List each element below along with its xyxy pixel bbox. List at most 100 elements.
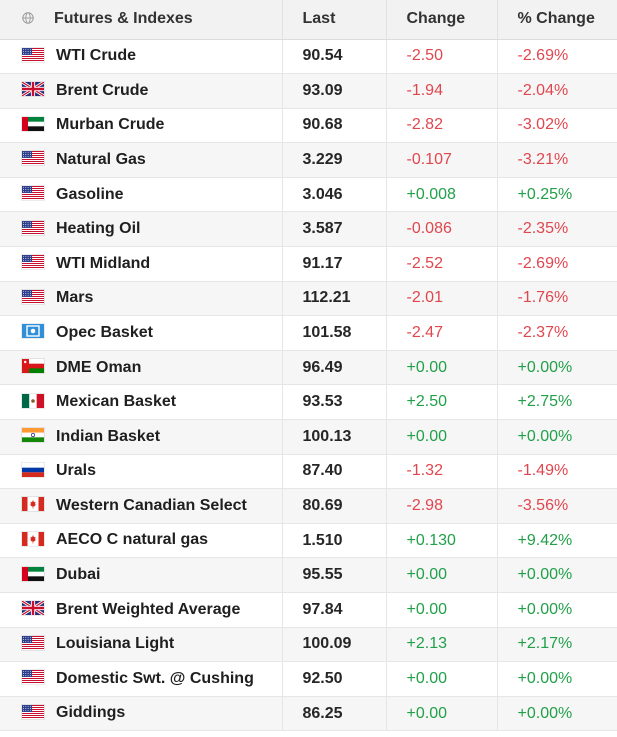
table-row[interactable]: WTI Crude 90.54 -2.50 -2.69% xyxy=(0,39,617,75)
table-row[interactable]: Giddings 86.25 +0.00 +0.00% xyxy=(0,696,617,732)
instrument-name[interactable]: Mexican Basket xyxy=(56,393,177,411)
instrument-name-cell[interactable]: Brent Crude xyxy=(0,73,283,109)
instrument-name[interactable]: Louisiana Light xyxy=(56,635,175,653)
instrument-name-cell[interactable]: Domestic Swt. @ Cushing xyxy=(0,661,283,697)
instrument-name[interactable]: Heating Oil xyxy=(56,220,141,238)
last-price-cell: 101.58 xyxy=(282,315,387,351)
us-flag-icon xyxy=(22,255,44,270)
instrument-name-cell[interactable]: Murban Crude xyxy=(0,108,283,144)
instrument-name-cell[interactable]: WTI Midland xyxy=(0,246,283,282)
instrument-name[interactable]: Dubai xyxy=(56,566,101,584)
table-row[interactable]: WTI Midland 91.17 -2.52 -2.69% xyxy=(0,246,617,282)
pct-change-cell: -1.49% xyxy=(497,454,617,490)
table-row[interactable]: AECO C natural gas 1.510 +0.130 +9.42% xyxy=(0,523,617,559)
change-cell: +0.130 xyxy=(386,523,498,559)
table-row[interactable]: Mexican Basket 93.53 +2.50 +2.75% xyxy=(0,384,617,421)
instrument-name-cell[interactable]: DME Oman xyxy=(0,350,283,386)
table-row[interactable]: Louisiana Light 100.09 +2.13 +2.17% xyxy=(0,627,617,663)
pct-change-cell: +2.17% xyxy=(497,627,617,663)
instrument-name-cell[interactable]: Mars xyxy=(0,281,283,317)
pct-change-cell: -2.69% xyxy=(497,246,617,282)
last-price-cell: 90.54 xyxy=(282,39,387,75)
pct-change-cell: -1.76% xyxy=(497,281,617,317)
table-row[interactable]: Domestic Swt. @ Cushing 92.50 +0.00 +0.0… xyxy=(0,661,617,697)
table-row[interactable]: Dubai 95.55 +0.00 +0.00% xyxy=(0,557,617,593)
pct-change-cell: -3.21% xyxy=(497,142,617,178)
pct-change-cell: +0.00% xyxy=(497,557,617,593)
instrument-name-cell[interactable]: Dubai xyxy=(0,557,283,593)
table-row[interactable]: Brent Crude 93.09 -1.94 -2.04% xyxy=(0,73,617,109)
table-row[interactable]: Opec Basket 101.58 -2.47 -2.37% xyxy=(0,315,617,351)
table-row[interactable]: Natural Gas 3.229 -0.107 -3.21% xyxy=(0,142,617,178)
last-price-cell: 95.55 xyxy=(282,557,387,593)
instrument-name[interactable]: Natural Gas xyxy=(56,150,146,168)
uk-flag-icon xyxy=(22,82,44,97)
instrument-name[interactable]: Murban Crude xyxy=(56,116,165,134)
instrument-name-cell[interactable]: Indian Basket xyxy=(0,419,283,455)
last-price-cell: 97.84 xyxy=(282,592,387,628)
pct-change-cell: +2.75% xyxy=(497,384,617,421)
instrument-name-cell[interactable]: Natural Gas xyxy=(0,142,283,178)
instrument-name[interactable]: Brent Crude xyxy=(56,81,149,99)
header-pct-change[interactable]: % Change xyxy=(497,0,617,40)
instrument-name[interactable]: Brent Weighted Average xyxy=(56,600,241,618)
table-row[interactable]: Brent Weighted Average 97.84 +0.00 +0.00… xyxy=(0,592,617,628)
change-cell: -2.82 xyxy=(386,108,498,144)
canada-flag-icon xyxy=(22,497,44,512)
header-last[interactable]: Last xyxy=(282,0,387,40)
instrument-name-cell[interactable]: Western Canadian Select xyxy=(0,488,283,524)
instrument-name[interactable]: AECO C natural gas xyxy=(56,531,209,549)
instrument-name[interactable]: Opec Basket xyxy=(56,323,153,341)
us-flag-icon xyxy=(22,635,44,650)
table-row[interactable]: Urals 87.40 -1.32 -1.49% xyxy=(0,454,617,490)
table-row[interactable]: Indian Basket 100.13 +0.00 +0.00% xyxy=(0,419,617,455)
instrument-name[interactable]: Mars xyxy=(56,289,94,307)
us-flag-icon xyxy=(22,704,44,719)
table-row[interactable]: Western Canadian Select 80.69 -2.98 -3.5… xyxy=(0,488,617,524)
change-cell: +2.13 xyxy=(386,627,498,663)
table-row[interactable]: Heating Oil 3.587 -0.086 -2.35% xyxy=(0,211,617,248)
instrument-name[interactable]: Gasoline xyxy=(56,185,124,203)
instrument-name-cell[interactable]: Heating Oil xyxy=(0,211,283,248)
instrument-name-cell[interactable]: AECO C natural gas xyxy=(0,523,283,559)
us-flag-icon xyxy=(22,47,44,62)
pct-change-cell: +0.00% xyxy=(497,419,617,455)
change-cell: -1.94 xyxy=(386,73,498,109)
change-cell: -2.47 xyxy=(386,315,498,351)
instrument-name-cell[interactable]: WTI Crude xyxy=(0,39,283,75)
instrument-name[interactable]: Urals xyxy=(56,462,97,480)
instrument-name[interactable]: Western Canadian Select xyxy=(56,496,247,514)
instrument-name-cell[interactable]: Giddings xyxy=(0,696,283,732)
instrument-name-cell[interactable]: Mexican Basket xyxy=(0,384,283,421)
instrument-name-cell[interactable]: Opec Basket xyxy=(0,315,283,351)
instrument-name[interactable]: DME Oman xyxy=(56,358,142,376)
us-flag-icon xyxy=(22,670,44,685)
last-price-cell: 93.53 xyxy=(282,384,387,421)
last-price-cell: 80.69 xyxy=(282,488,387,524)
header-name[interactable]: Futures & Indexes xyxy=(0,0,283,40)
last-price-cell: 3.587 xyxy=(282,211,387,248)
instrument-name[interactable]: WTI Midland xyxy=(56,254,151,272)
table-row[interactable]: DME Oman 96.49 +0.00 +0.00% xyxy=(0,350,617,386)
instrument-name-cell[interactable]: Brent Weighted Average xyxy=(0,592,283,628)
instrument-name[interactable]: WTI Crude xyxy=(56,47,136,65)
header-change[interactable]: Change xyxy=(386,0,498,40)
change-cell: -2.01 xyxy=(386,281,498,317)
instrument-name[interactable]: Domestic Swt. @ Cushing xyxy=(56,669,254,687)
table-row[interactable]: Mars 112.21 -2.01 -1.76% xyxy=(0,281,617,317)
last-price-cell: 100.09 xyxy=(282,627,387,663)
instrument-name-cell[interactable]: Gasoline xyxy=(0,177,283,213)
instrument-name[interactable]: Indian Basket xyxy=(56,427,161,445)
last-price-cell: 91.17 xyxy=(282,246,387,282)
change-cell: -0.107 xyxy=(386,142,498,178)
instrument-name-cell[interactable]: Urals xyxy=(0,454,283,490)
table-row[interactable]: Gasoline 3.046 +0.008 +0.25% xyxy=(0,177,617,213)
instrument-name[interactable]: Giddings xyxy=(56,704,126,722)
russia-flag-icon xyxy=(22,462,44,477)
table-row[interactable]: Murban Crude 90.68 -2.82 -3.02% xyxy=(0,108,617,144)
pct-change-cell: +0.00% xyxy=(497,350,617,386)
last-price-cell: 93.09 xyxy=(282,73,387,109)
pct-change-cell: -2.35% xyxy=(497,211,617,248)
instrument-name-cell[interactable]: Louisiana Light xyxy=(0,627,283,663)
change-cell: -2.98 xyxy=(386,488,498,524)
